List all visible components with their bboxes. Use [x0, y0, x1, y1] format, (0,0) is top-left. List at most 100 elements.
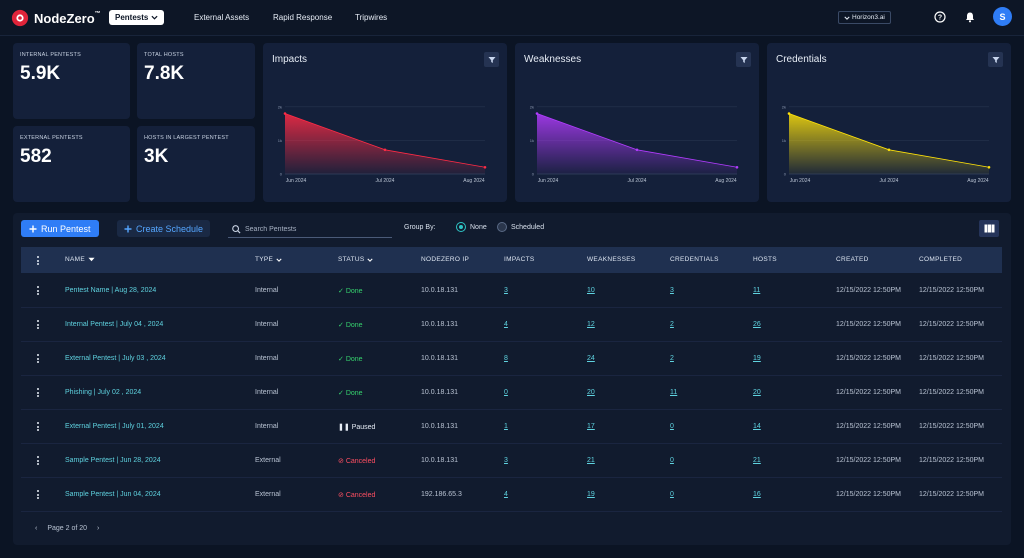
filter-button[interactable] — [484, 52, 499, 67]
tab-tripwires[interactable]: Tripwires — [355, 13, 388, 22]
y-tick-label: 0 — [784, 172, 787, 177]
table-row[interactable]: Internal Pentest | July 04 , 2024 Interna… — [21, 308, 1002, 342]
ip-cell-text: 10.0.18.131 — [421, 355, 458, 362]
ip-cell: 10.0.18.131 — [421, 287, 458, 294]
pentest-name-link[interactable]: Internal Pentest | July 04 , 2024 — [65, 321, 163, 328]
impacts-link[interactable]: 4 — [504, 491, 508, 498]
credentials-link[interactable]: 3 — [670, 287, 674, 294]
org-select[interactable]: Horizon3.ai — [838, 11, 891, 24]
tab-pentests[interactable]: Pentests — [109, 10, 165, 25]
row-menu-icon[interactable] — [37, 354, 40, 364]
column-header-name[interactable]: NAME — [65, 256, 95, 263]
column-header-credentials[interactable]: CREDENTIALS — [670, 256, 719, 263]
x-tick-label: Jun 2024 — [538, 178, 559, 184]
credentials-link-text: 2 — [670, 321, 674, 328]
search-input[interactable] — [245, 225, 385, 233]
impacts-link[interactable]: 3 — [504, 287, 508, 294]
row-menu-icon[interactable] — [37, 286, 40, 296]
data-point — [283, 112, 287, 115]
group-none-radio[interactable]: None — [456, 222, 487, 232]
columns-button[interactable] — [979, 220, 999, 237]
prev-page-button[interactable]: ‹ — [35, 525, 38, 532]
row-menu-icon[interactable] — [37, 320, 40, 330]
table-row[interactable]: External Pentest | July 01, 2024 Internal… — [21, 410, 1002, 444]
table-row[interactable]: Phishing | July 02 , 2024 Internal ✓ Done 1… — [21, 376, 1002, 410]
pentest-name-link[interactable]: Sample Pentest | Jun 04, 2024 — [65, 491, 161, 498]
canceled-icon: ⊘ — [338, 492, 346, 499]
hosts-link[interactable]: 19 — [753, 355, 761, 362]
table-row[interactable]: External Pentest | July 03 , 2024 Interna… — [21, 342, 1002, 376]
credentials-link[interactable]: 2 — [670, 355, 674, 362]
hosts-link[interactable]: 14 — [753, 423, 761, 430]
credentials-link[interactable]: 0 — [670, 491, 674, 498]
hosts-link[interactable]: 26 — [753, 321, 761, 328]
impacts-link[interactable]: 8 — [504, 355, 508, 362]
table-row[interactable]: Sample Pentest | Jun 04, 2024 External ⊘ C… — [21, 478, 1002, 512]
row-menu-icon[interactable] — [37, 490, 40, 500]
weaknesses-link[interactable]: 20 — [587, 389, 595, 396]
group-scheduled-radio[interactable]: Scheduled — [497, 222, 544, 232]
credentials-link[interactable]: 0 — [670, 423, 674, 430]
weaknesses-link[interactable]: 24 — [587, 355, 595, 362]
column-header-completed[interactable]: COMPLETED — [919, 256, 963, 263]
impacts-link-text: 0 — [504, 389, 508, 396]
weaknesses-link-text: 17 — [587, 423, 595, 430]
row-menu-icon[interactable] — [37, 422, 40, 432]
filter-button[interactable] — [988, 52, 1003, 67]
bell-icon[interactable] — [964, 11, 976, 23]
impacts-link-text: 4 — [504, 491, 508, 498]
column-header-impacts[interactable]: IMPACTS — [504, 256, 535, 263]
credentials-link[interactable]: 11 — [670, 389, 677, 396]
filter-button[interactable] — [736, 52, 751, 67]
hosts-link[interactable]: 11 — [753, 287, 760, 294]
avatar[interactable]: S — [993, 7, 1012, 26]
created-cell: 12/15/2022 12:50PM — [836, 355, 901, 362]
type-cell-text: Internal — [255, 355, 279, 362]
create-schedule-button[interactable]: Create Schedule — [117, 220, 211, 237]
column-header-hosts[interactable]: HOSTS — [753, 256, 777, 263]
tab-rapid-response[interactable]: Rapid Response — [273, 13, 333, 22]
table-row[interactable]: Pentest Name | Aug 28, 2024 Internal ✓ Don… — [21, 274, 1002, 308]
tab-external-assets[interactable]: External Assets — [194, 13, 250, 22]
pentest-name-link[interactable]: Sample Pentest | Jun 28, 2024 — [65, 457, 161, 464]
impacts-link[interactable]: 4 — [504, 321, 508, 328]
column-header-type[interactable]: TYPE — [255, 256, 282, 263]
weaknesses-link-text: 20 — [587, 389, 595, 396]
kebab-menu-icon[interactable] — [37, 256, 40, 266]
row-menu-icon[interactable] — [37, 456, 40, 466]
hosts-link[interactable]: 21 — [753, 457, 761, 464]
hosts-link[interactable]: 16 — [753, 491, 761, 498]
column-header-nodezero-ip[interactable]: NODEZERO IP — [421, 256, 470, 263]
run-pentest-button[interactable]: Run Pentest — [21, 220, 99, 237]
help-icon[interactable]: ? — [934, 11, 946, 23]
column-header-status[interactable]: STATUS — [338, 256, 374, 263]
stat-label: HOSTS IN LARGEST PENTEST — [144, 135, 229, 141]
weaknesses-link[interactable]: 12 — [587, 321, 595, 328]
weaknesses-link[interactable]: 19 — [587, 491, 595, 498]
ip-cell-text: 10.0.18.131 — [421, 457, 458, 464]
column-header-created[interactable]: CREATED — [836, 256, 869, 263]
type-cell: External — [255, 457, 281, 464]
pentest-name-link[interactable]: External Pentest | July 03 , 2024 — [65, 355, 166, 362]
impacts-link[interactable]: 3 — [504, 457, 508, 464]
weaknesses-link[interactable]: 10 — [587, 287, 595, 294]
created-cell: 12/15/2022 12:50PM — [836, 321, 901, 328]
logo[interactable]: NodeZero™ — [11, 9, 101, 27]
table-header: NAME TYPE STATUS NODEZERO IP IMPACTS WEA… — [21, 247, 1002, 273]
credentials-link[interactable]: 2 — [670, 321, 674, 328]
pentest-name-link[interactable]: Pentest Name | Aug 28, 2024 — [65, 287, 156, 294]
row-menu-icon[interactable] — [37, 388, 40, 398]
hosts-link[interactable]: 20 — [753, 389, 761, 396]
impacts-link[interactable]: 1 — [504, 423, 508, 430]
stat-hosts-in-largest-pentest: HOSTS IN LARGEST PENTEST 3K — [137, 126, 255, 202]
pentest-name-link[interactable]: External Pentest | July 01, 2024 — [65, 423, 164, 430]
credentials-link[interactable]: 0 — [670, 457, 674, 464]
weaknesses-link[interactable]: 17 — [587, 423, 595, 430]
impacts-link[interactable]: 0 — [504, 389, 508, 396]
next-page-button[interactable]: › — [97, 525, 100, 532]
columns-icon — [984, 224, 994, 233]
column-header-weaknesses[interactable]: WEAKNESSES — [587, 256, 636, 263]
weaknesses-link[interactable]: 21 — [587, 457, 595, 464]
table-row[interactable]: Sample Pentest | Jun 28, 2024 External ⊘ C… — [21, 444, 1002, 478]
pentest-name-link[interactable]: Phishing | July 02 , 2024 — [65, 389, 141, 396]
